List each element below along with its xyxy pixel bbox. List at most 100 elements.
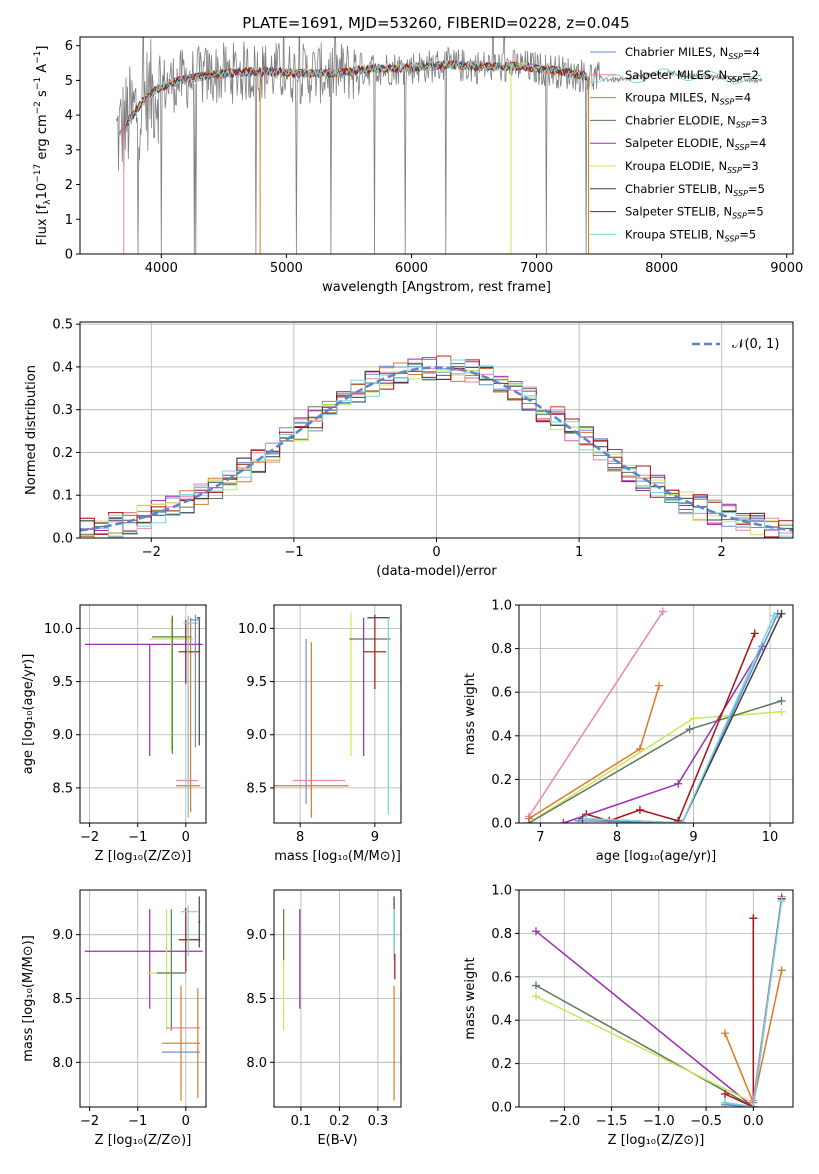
x-tick-label: 9000 [770, 261, 803, 276]
legend-entry: Salpeter MILES, NSSP=2 [625, 68, 759, 84]
x-axis-label: Z [log₁₀(Z/Z⊙)] [95, 1133, 192, 1148]
errorbar-point [198, 896, 201, 948]
x-tick-label: −1.5 [596, 1114, 628, 1129]
mass-weight-line [535, 984, 754, 1107]
mass-weight-line [586, 633, 756, 822]
errorbar-point [176, 615, 198, 818]
x-tick-label: −2 [80, 830, 99, 845]
x-axis-label: age [log₁₀(age/yr)] [596, 849, 717, 864]
data-point-marker [532, 927, 541, 936]
errorbar-point [274, 642, 349, 818]
residual-histogram-step [80, 359, 793, 538]
mass-vs-extinction-panel: 0.1 0.2 0.3 8.0 8.5 9.0 E(B-V) [246, 889, 402, 1148]
data-point-marker [655, 681, 664, 690]
age-vs-metallicity-panel: −2 −1 0 8.5 9.0 9.5 10.0 Z [log₁₀(Z/Z⊙)] age [lo… [21, 604, 207, 864]
x-tick-label: 8 [613, 830, 621, 845]
plot-frame [79, 321, 794, 539]
legend-entry: Kroupa STELIB, NSSP=5 [625, 227, 756, 243]
y-tick-label: 0.5 [52, 318, 73, 333]
y-tick-label: 0.3 [52, 403, 73, 418]
x-tick-label: −1 [284, 545, 303, 560]
mass-weight-line [535, 930, 754, 1107]
x-tick-label: 0 [432, 545, 440, 560]
y-tick-label: 8.5 [52, 781, 73, 796]
data-point-marker [777, 707, 786, 716]
y-axis-label-part: Flux [f [35, 204, 50, 245]
y-tick-label: 1.0 [491, 599, 512, 614]
x-tick-label: 8000 [645, 261, 678, 276]
data-point-marker [750, 629, 759, 638]
y-tick-label: 0 [65, 248, 73, 263]
data-point-marker [777, 966, 786, 975]
y-tick-label: 9.0 [246, 928, 267, 943]
residuals-panel: −2 −1 0 1 2 0.0 0.1 0.2 0.3 0.4 0.5 (data-model)/er… [24, 318, 794, 579]
y-tick-label: 0.4 [52, 360, 73, 375]
data-point-marker [658, 607, 667, 616]
mass-weight-line [528, 611, 664, 817]
y-tick-label: 4 [65, 109, 73, 124]
errorbar-plot-area [84, 896, 203, 1101]
data-point-marker [582, 814, 591, 823]
spectrum-plot-area [115, 37, 763, 254]
x-axis-label: Z [log₁₀(Z/Z⊙)] [608, 1133, 705, 1148]
y-axis-label-part: A [35, 64, 50, 77]
y-axis-label-part: −2 [33, 101, 43, 114]
errorbar-plot-area [84, 614, 203, 818]
data-point-marker [777, 609, 786, 618]
data-point-marker [559, 819, 568, 823]
x-tick-label: 4000 [145, 261, 178, 276]
legend-entry: 𝒩(0, 1) [732, 337, 779, 352]
legend-entry: Kroupa ELODIE, NSSP=3 [625, 159, 759, 175]
y-tick-label: 5 [65, 74, 73, 89]
y-tick-label: 0.6 [491, 686, 512, 701]
y-axis-label: mass weight [463, 957, 478, 1039]
model-spectrum-line [128, 59, 761, 123]
spectrum-panel: 4000 5000 6000 7000 8000 9000 0 1 2 3 4 5 6 wavelengt… [33, 36, 803, 295]
y-axis-label: mass [log₁₀(M/M⊙)] [21, 935, 36, 1062]
data-point-marker [674, 816, 683, 823]
figure-title: PLATE=1691, MJD=53260, FIBERID=0228, z=0… [242, 14, 629, 32]
x-tick-label: 9 [371, 830, 379, 845]
data-point-marker [749, 1103, 758, 1107]
y-tick-label: 3 [65, 143, 73, 158]
data-point-marker [777, 896, 786, 905]
x-tick-label: 8 [296, 830, 304, 845]
errorbar-point [363, 614, 387, 690]
legend-entry: Salpeter STELIB, NSSP=5 [625, 205, 764, 221]
y-axis-label-part: −1 [33, 51, 43, 64]
mass-vs-metallicity-panel: −2 −1 0 8.0 8.5 9.0 Z [log₁₀(Z/Z⊙)] mass [log₁₀… [21, 889, 207, 1148]
histogram-plot-area [80, 355, 793, 538]
mass-weight-line [563, 646, 764, 823]
errorbar-point [161, 985, 201, 1101]
y-axis-label-part: ] [35, 46, 50, 51]
plot-frame [273, 889, 402, 1108]
errorbar-plot-area [283, 896, 396, 1101]
y-axis-label-part: erg cm [35, 114, 50, 163]
plot-frame [518, 604, 794, 824]
data-point-marker [777, 696, 786, 705]
data-point-marker [720, 1029, 729, 1038]
legend-entry: Kroupa MILES, NSSP=4 [625, 91, 751, 107]
y-tick-label: 8.5 [246, 781, 267, 796]
data-point-marker [635, 744, 644, 753]
y-axis-label: age [log₁₀(age/yr)] [21, 654, 36, 775]
data-point-marker [689, 714, 698, 723]
legend-entry: Chabrier MILES, NSSP=4 [625, 45, 760, 61]
plot-frame [518, 889, 794, 1108]
data-point-marker [532, 992, 541, 1001]
x-tick-label: 0.2 [329, 1114, 350, 1129]
x-tick-label: 0.1 [291, 1114, 312, 1129]
y-tick-label: 0.1 [52, 489, 73, 504]
data-point-marker [678, 819, 687, 823]
y-tick-label: 9.0 [52, 728, 73, 743]
grid [80, 890, 206, 1107]
residual-histogram-step [80, 365, 793, 537]
mass-weight-line [724, 900, 783, 1107]
errorbar-point [147, 909, 186, 1031]
errorbar-point [84, 643, 203, 757]
data-point-marker [769, 611, 778, 620]
y-tick-label: 1 [65, 213, 73, 228]
x-tick-label: −1 [128, 830, 147, 845]
data-point-marker [532, 981, 541, 990]
